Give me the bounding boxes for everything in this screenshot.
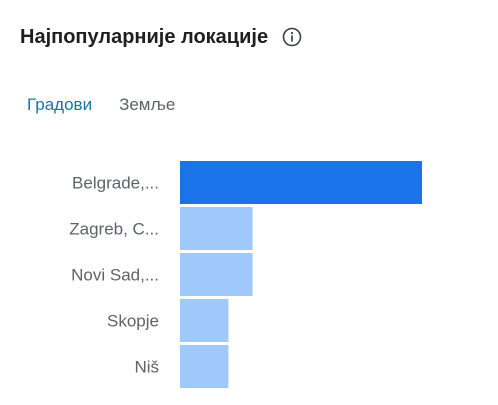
- card-header: Најпопуларније локације: [20, 22, 302, 52]
- category-label-4: Skopje: [107, 312, 159, 331]
- category-label-2: Zagreb, C...: [69, 220, 159, 239]
- bar-1[interactable]: [180, 161, 422, 204]
- tab-cities[interactable]: Градови: [27, 95, 93, 114]
- bar-3[interactable]: [180, 253, 253, 296]
- tab-countries[interactable]: Земље: [119, 95, 176, 114]
- category-label-5: Niš: [134, 358, 159, 377]
- info-icon[interactable]: [282, 27, 302, 47]
- page-title: Најпопуларније локације: [20, 25, 269, 48]
- bar-2[interactable]: [180, 207, 253, 250]
- location-tabs: Градови Земље: [27, 95, 175, 115]
- category-label-3: Novi Sad,...: [71, 266, 159, 285]
- bar-4[interactable]: [180, 299, 229, 342]
- bar-5[interactable]: [180, 345, 229, 388]
- category-label-1: Belgrade,...: [72, 174, 159, 193]
